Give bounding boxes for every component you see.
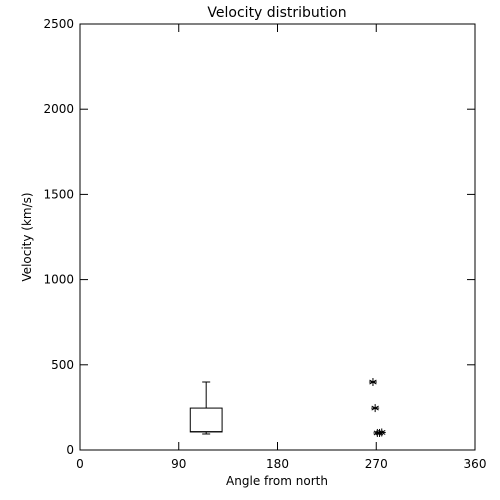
x-tick-label: 90 [171,457,186,471]
x-tick-label: 180 [266,457,289,471]
y-tick-label: 2500 [43,17,74,31]
outlier-point [368,378,377,387]
outlier-point [371,404,380,413]
x-axis-label: Angle from north [226,474,328,488]
y-tick-label: 1000 [43,273,74,287]
x-tick-label: 0 [76,457,84,471]
y-tick-label: 2000 [43,102,74,116]
y-tick-label: 1500 [43,187,74,201]
outlier-point [377,428,386,437]
x-tick-label: 270 [365,457,388,471]
x-tick-label: 360 [464,457,487,471]
chart-title: Velocity distribution [207,5,346,21]
y-axis-label: Velocity (km/s) [20,192,34,281]
y-tick-label: 0 [66,443,74,457]
y-tick-label: 500 [51,358,74,372]
